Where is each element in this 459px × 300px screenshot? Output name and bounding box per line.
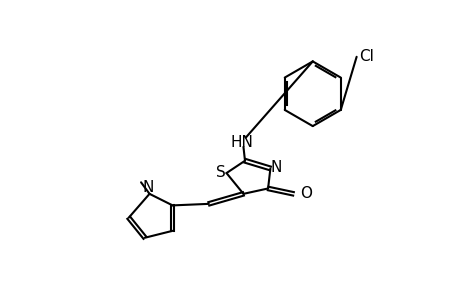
Text: HN: HN (230, 135, 253, 150)
Text: S: S (216, 165, 225, 180)
Text: N: N (142, 180, 153, 195)
Text: O: O (299, 186, 311, 201)
Text: Cl: Cl (358, 49, 373, 64)
Text: N: N (270, 160, 282, 175)
